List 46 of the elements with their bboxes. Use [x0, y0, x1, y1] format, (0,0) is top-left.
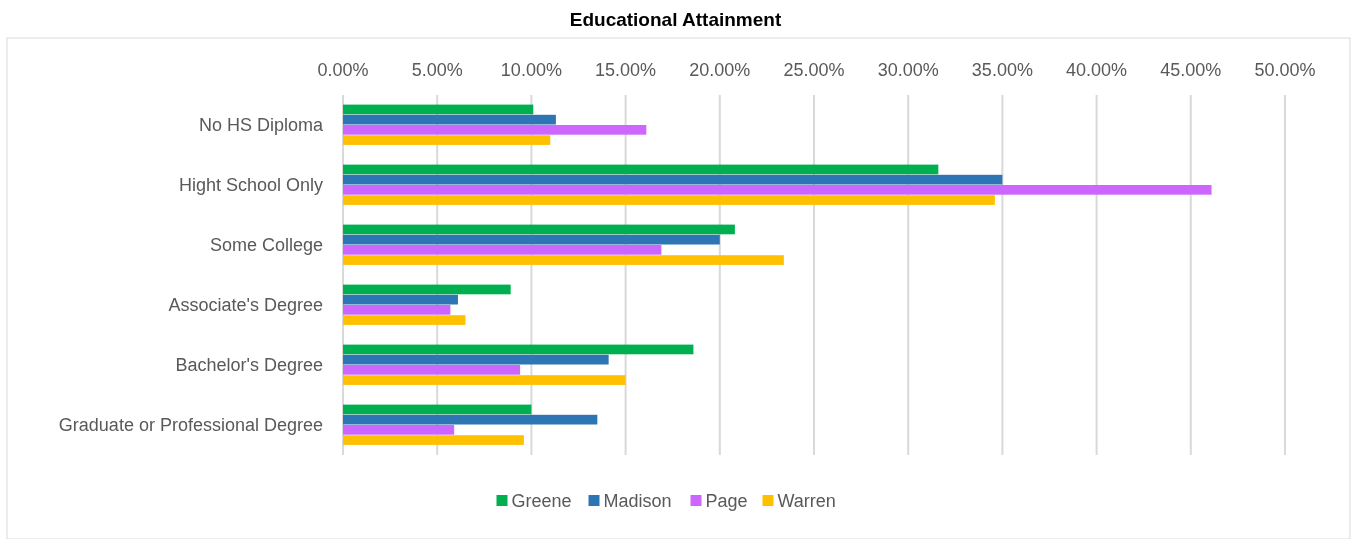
bar [343, 114, 556, 125]
bar [343, 234, 720, 245]
bar [343, 174, 1003, 185]
bar [343, 255, 784, 265]
bar [343, 414, 598, 425]
y-tick-label: Associate's Degree [168, 295, 323, 315]
x-tick-label: 40.00% [1066, 60, 1128, 80]
bar [343, 284, 511, 295]
bar [343, 354, 609, 365]
y-tick-label: Bachelor's Degree [175, 355, 323, 375]
bar [343, 294, 458, 305]
legend-label: Greene [511, 491, 572, 511]
x-tick-label: 15.00% [595, 60, 657, 80]
bar [343, 375, 626, 385]
x-tick-label: 10.00% [500, 60, 562, 80]
bar [343, 365, 521, 375]
bar [343, 125, 647, 135]
bar [343, 435, 524, 445]
x-tick-label: 35.00% [971, 60, 1033, 80]
chart-title: Educational Attainment [569, 9, 782, 30]
bar [343, 344, 694, 355]
y-tick-label: Some College [209, 235, 323, 255]
bar [343, 425, 455, 435]
bar [343, 245, 662, 255]
bar [343, 135, 551, 145]
bar [343, 305, 451, 315]
bar [343, 315, 466, 325]
x-tick-label: 50.00% [1254, 60, 1316, 80]
legend-label: Page [705, 491, 748, 511]
x-tick-label: 0.00% [317, 60, 369, 80]
x-tick-label: 5.00% [411, 60, 463, 80]
bar [343, 404, 532, 415]
bar [343, 185, 1212, 195]
bar [343, 195, 995, 205]
y-tick-label: Graduate or Professional Degree [58, 415, 323, 435]
x-tick-label: 20.00% [689, 60, 751, 80]
x-tick-label: 30.00% [877, 60, 939, 80]
bar [343, 104, 534, 115]
y-tick-label: No HS Diploma [198, 115, 324, 135]
legend-label: Warren [777, 491, 836, 511]
bar [343, 164, 939, 175]
x-tick-label: 45.00% [1160, 60, 1222, 80]
legend-label: Madison [603, 491, 672, 511]
bar [343, 224, 735, 235]
x-tick-label: 25.00% [783, 60, 845, 80]
y-tick-label: Hight School Only [178, 175, 323, 195]
